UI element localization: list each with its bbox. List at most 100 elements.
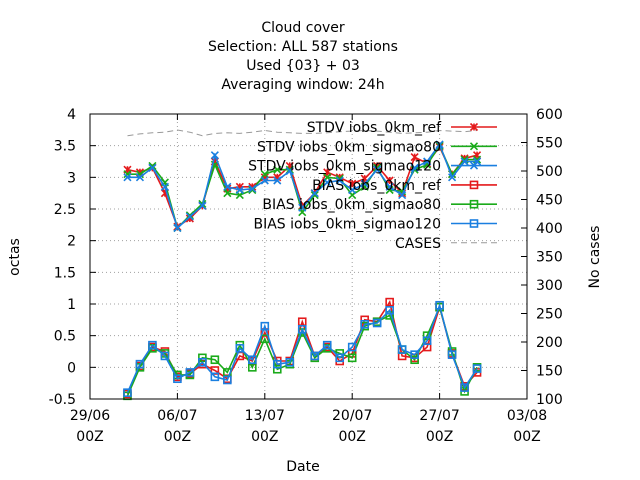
data-point <box>423 157 432 166</box>
y2-tick-label: 500 <box>536 164 563 180</box>
y-tick-label: 3.5 <box>54 139 76 155</box>
series-layer <box>123 140 482 401</box>
y-tick-label: 0 <box>67 360 76 376</box>
y2-tick-label: 400 <box>536 221 563 237</box>
y2-tick-label: 300 <box>536 278 563 294</box>
y-tick-label: 1.5 <box>54 265 76 281</box>
data-point <box>185 368 195 377</box>
data-point <box>348 185 357 195</box>
y2-tick-label: 550 <box>536 136 563 152</box>
data-point <box>435 300 444 310</box>
x-tick-label: 03/08 <box>507 408 547 424</box>
series-cases <box>127 129 478 137</box>
data-point <box>272 364 282 374</box>
data-point <box>398 191 407 200</box>
series-stdv-iobs-0km-sigmao120 <box>123 140 482 233</box>
data-point <box>210 355 220 365</box>
data-point <box>385 306 394 315</box>
data-point <box>397 345 407 354</box>
x-tick-label: 29/06 <box>70 408 110 424</box>
data-point <box>148 161 157 170</box>
data-point <box>373 163 382 172</box>
legend-label: CASES <box>395 236 441 252</box>
data-point <box>298 203 307 212</box>
data-point <box>273 165 282 174</box>
y2-tick-label: 450 <box>536 193 563 209</box>
data-point <box>410 163 419 172</box>
title-line-3: Used {03} + 03 <box>246 58 360 74</box>
data-point <box>198 201 207 210</box>
x-tick-label: 13/07 <box>245 408 285 424</box>
data-point <box>372 318 382 328</box>
y2-tick-label: 100 <box>536 392 563 408</box>
data-point <box>410 355 419 365</box>
data-point <box>460 157 469 166</box>
data-point <box>447 350 457 359</box>
data-point <box>410 153 419 162</box>
data-point <box>469 122 479 132</box>
data-point <box>469 180 479 190</box>
data-point <box>210 372 220 382</box>
data-point <box>360 179 369 188</box>
y2-tick-label: 200 <box>536 335 563 351</box>
data-point <box>435 140 444 149</box>
data-point <box>260 170 269 179</box>
data-point <box>310 191 319 200</box>
data-point <box>285 166 294 176</box>
data-point <box>385 297 394 307</box>
data-point <box>148 163 157 172</box>
data-point <box>347 342 357 352</box>
data-point <box>460 383 469 392</box>
data-point <box>173 223 182 233</box>
y-tick-label: 2.5 <box>54 202 76 218</box>
title-line-2: Selection: ALL 587 stations <box>208 39 398 55</box>
x-axis-label: Date <box>286 459 319 475</box>
series-bias-iobs-0km-sigmao120 <box>123 300 482 397</box>
data-point <box>323 178 332 187</box>
axes: 29/06 00Z 06/07 00Z 13/07 00Z 20/07 00Z 27/07 00Z… <box>49 107 563 445</box>
y2-tick-label: 600 <box>536 107 563 123</box>
legend: STDV iobs_0km_ref STDV iobs_0km_sigmao80 S… <box>248 120 497 252</box>
data-point <box>185 212 194 221</box>
data-point <box>135 173 145 182</box>
data-point <box>223 189 232 198</box>
data-point <box>160 351 170 361</box>
y-tick-label: 4 <box>67 107 76 123</box>
y2-axis-label: No cases <box>587 226 603 289</box>
data-point <box>469 142 479 151</box>
legend-label: STDV iobs_0km_sigmao120 <box>248 159 441 175</box>
data-point <box>347 353 357 363</box>
data-point <box>148 340 157 350</box>
title-line-1: Cloud cover <box>261 20 345 36</box>
y2-tick-label: 350 <box>536 250 563 266</box>
chart-title: Cloud cover Selection: ALL 587 stations … <box>208 20 398 93</box>
data-point <box>173 374 182 384</box>
data-point <box>210 151 219 160</box>
data-point <box>223 182 232 191</box>
y-axis-label: octas <box>7 238 23 276</box>
data-point <box>410 350 419 359</box>
data-point <box>469 199 479 209</box>
data-point <box>123 388 132 397</box>
y-tick-label: 0.5 <box>54 329 76 345</box>
x-tick-label-time: 00Z <box>338 429 365 445</box>
legend-label: BIAS iobs_0km_ref <box>312 178 442 194</box>
x-tick-label: 06/07 <box>157 408 197 424</box>
data-point <box>160 182 169 191</box>
legend-label: STDV iobs_0km_ref <box>307 120 442 136</box>
data-point <box>260 176 269 185</box>
data-point <box>248 184 257 193</box>
cases-series-layer <box>127 129 478 137</box>
data-point <box>297 325 307 334</box>
data-point <box>198 357 207 367</box>
y-tick-label: 2 <box>67 234 76 250</box>
data-point <box>273 176 282 185</box>
data-point <box>248 355 257 365</box>
x-tick-label-time: 00Z <box>76 429 103 445</box>
x-tick-label-time: 00Z <box>426 429 453 445</box>
data-point <box>469 161 479 170</box>
y2-tick-label: 150 <box>536 364 563 380</box>
data-point <box>285 357 295 367</box>
data-point <box>223 375 232 385</box>
